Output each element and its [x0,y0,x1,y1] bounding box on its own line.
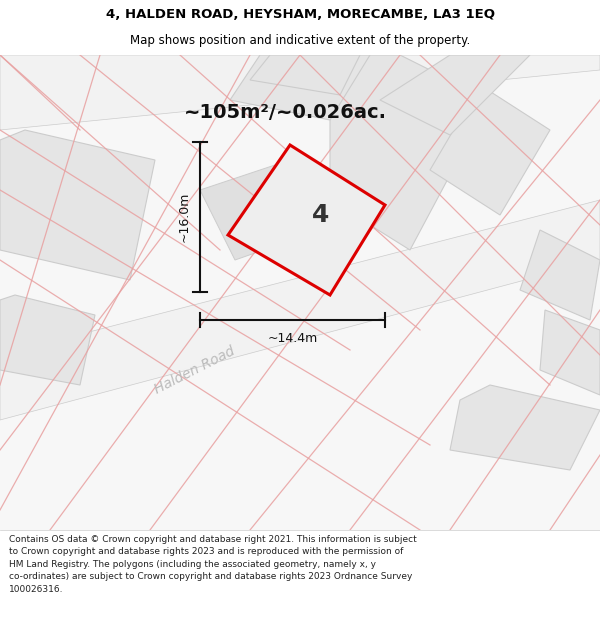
Text: 4, HALDEN ROAD, HEYSHAM, MORECAMBE, LA3 1EQ: 4, HALDEN ROAD, HEYSHAM, MORECAMBE, LA3 … [106,8,494,21]
Polygon shape [430,85,550,215]
Polygon shape [330,55,490,250]
Polygon shape [250,55,360,95]
Text: ~16.0m: ~16.0m [178,192,191,242]
Text: ~14.4m: ~14.4m [268,331,317,344]
Text: Halden Road: Halden Road [152,344,238,396]
Text: Map shows position and indicative extent of the property.: Map shows position and indicative extent… [130,34,470,47]
Polygon shape [230,55,370,120]
Text: Contains OS data © Crown copyright and database right 2021. This information is : Contains OS data © Crown copyright and d… [9,535,417,594]
Polygon shape [380,55,530,135]
Polygon shape [0,200,600,420]
Polygon shape [540,310,600,395]
Polygon shape [0,130,155,280]
Polygon shape [0,55,600,530]
Polygon shape [228,145,385,295]
Polygon shape [0,295,95,385]
Polygon shape [0,55,600,130]
Polygon shape [520,230,600,320]
Polygon shape [450,385,600,470]
Polygon shape [200,155,335,260]
Text: 4: 4 [311,203,329,227]
Text: ~105m²/~0.026ac.: ~105m²/~0.026ac. [184,102,386,121]
